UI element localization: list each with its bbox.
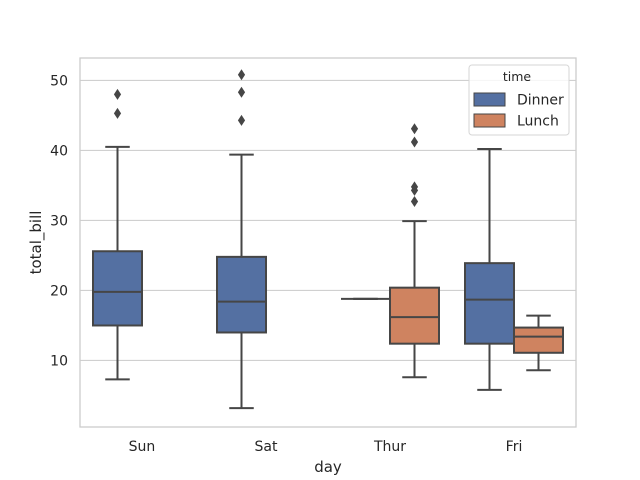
outlier-point: [410, 136, 419, 148]
box-fri-lunch: [513, 314, 564, 372]
x-tick-label: Fri: [506, 439, 523, 455]
outlier-point: [237, 114, 246, 126]
box-thur-lunch: [389, 123, 440, 379]
x-axis-label: day: [314, 458, 342, 476]
outlier-point: [410, 196, 419, 208]
x-tick-label: Sun: [129, 439, 156, 455]
outlier-point: [410, 184, 419, 196]
y-tick-label: 50: [50, 73, 68, 89]
legend-swatch-lunch: [473, 113, 506, 128]
boxes: [92, 69, 564, 410]
box-iqr: [464, 262, 515, 345]
outlier-point: [410, 123, 419, 135]
y-tick-label: 40: [50, 143, 68, 159]
y-tick-label: 10: [50, 353, 68, 369]
box-iqr: [389, 286, 440, 345]
outlier-point: [113, 88, 122, 100]
box-iqr: [513, 326, 564, 354]
box-iqr: [92, 250, 143, 327]
legend: time Dinner Lunch: [468, 64, 570, 136]
legend-label-dinner: Dinner: [517, 93, 564, 109]
box-fri-dinner: [464, 148, 515, 391]
outlier-point: [113, 107, 122, 119]
box-sat-dinner: [216, 69, 267, 410]
outlier-point: [237, 86, 246, 98]
legend-label-lunch: Lunch: [517, 114, 559, 130]
y-axis-label: total_bill: [27, 211, 46, 275]
box-sun-dinner: [92, 88, 143, 381]
y-tick-label: 20: [50, 283, 68, 299]
outlier-point: [237, 69, 246, 81]
legend-title: time: [503, 69, 532, 84]
y-tick-labels: 10 20 30 40 50: [50, 73, 68, 369]
plot-frame: [79, 57, 577, 428]
y-tick-label: 30: [50, 213, 68, 229]
x-tick-labels: Sun Sat Thur Fri: [129, 439, 523, 455]
x-tick-label: Thur: [373, 439, 406, 455]
box-iqr: [216, 255, 267, 334]
legend-swatch-dinner: [473, 92, 506, 107]
x-tick-label: Sat: [255, 439, 278, 455]
